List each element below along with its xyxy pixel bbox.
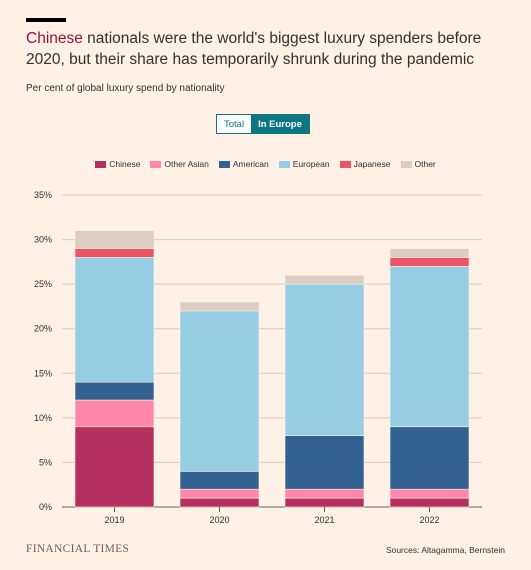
legend-item-other: Other [400,159,436,169]
legend-item-american: American [218,159,269,169]
y-tick-label: 0% [39,502,52,512]
headline-highlight: Chinese [26,30,83,47]
headline: Chinese nationals were the world's bigge… [26,28,506,70]
ft-logo: FINANCIAL TIMES [26,543,130,555]
legend: Chinese Other Asian American European Japane… [0,159,531,169]
bar-segment-american-2019 [74,381,155,401]
y-tick-label: 10% [34,413,52,423]
bar-segment-chinese-2020 [179,497,260,508]
view-toggle: Total In Europe [216,114,310,134]
bar-segment-japanese-2022 [389,257,470,267]
bar-segment-other-2019 [74,230,155,249]
legend-label: American [232,159,269,169]
toggle-total-button[interactable]: Total [217,115,252,133]
bar-segment-chinese-2019 [74,426,155,508]
y-tick-label: 25% [34,279,52,289]
y-tick-label: 15% [34,368,52,378]
bar-segment-other-asian-2020 [179,488,260,499]
legend-label: Other [414,159,436,169]
x-tick-label: 2019 [104,515,124,525]
x-tick-label: 2021 [314,515,334,525]
bar-segment-japanese-2019 [74,248,155,258]
legend-swatch [278,160,290,168]
toggle-in-europe-button[interactable]: In Europe [251,115,309,133]
bar-segment-american-2021 [284,435,365,490]
legend-swatch [95,160,107,168]
y-tick-label: 30% [34,235,52,245]
bar-segment-other-asian-2019 [74,399,155,428]
legend-label: European [292,159,330,169]
bar-segment-chinese-2022 [389,497,470,508]
legend-label: Japanese [353,159,391,169]
legend-item-japanese: Japanese [339,159,391,169]
bar-segment-other-2022 [389,248,470,258]
bar-segment-other-2021 [284,274,365,285]
legend-swatch [400,160,412,168]
headline-text: nationals were the world's biggest luxur… [26,30,482,68]
legend-swatch [150,160,162,168]
bar-segment-chinese-2021 [284,497,365,508]
bar-segment-american-2020 [179,471,260,490]
source-note: Sources: Altagamma, Bernstein [385,545,505,555]
bar-segment-european-2020 [179,310,260,472]
bar-segment-european-2022 [389,266,470,428]
legend-swatch [218,160,230,168]
y-tick-label: 5% [39,457,52,467]
bar-segment-european-2019 [74,257,155,383]
legend-label: Other Asian [164,159,209,169]
top-rule [26,18,66,22]
x-tick-label: 2022 [419,515,439,525]
bar-segment-american-2022 [389,426,470,490]
y-tick-label: 35% [34,190,52,200]
bar-segment-other-2020 [179,301,260,312]
y-tick-label: 20% [34,324,52,334]
bar-segment-other-asian-2021 [284,488,365,499]
chart-subtitle: Per cent of global luxury spend by natio… [26,83,225,94]
legend-item-european: European [278,159,330,169]
legend-item-other-asian: Other Asian [150,159,209,169]
legend-swatch [339,160,351,168]
legend-label: Chinese [109,159,141,169]
bar-segment-other-asian-2022 [389,488,470,499]
legend-item-chinese: Chinese [95,159,140,169]
bar-segment-european-2021 [284,283,365,436]
x-tick-label: 2020 [209,515,229,525]
